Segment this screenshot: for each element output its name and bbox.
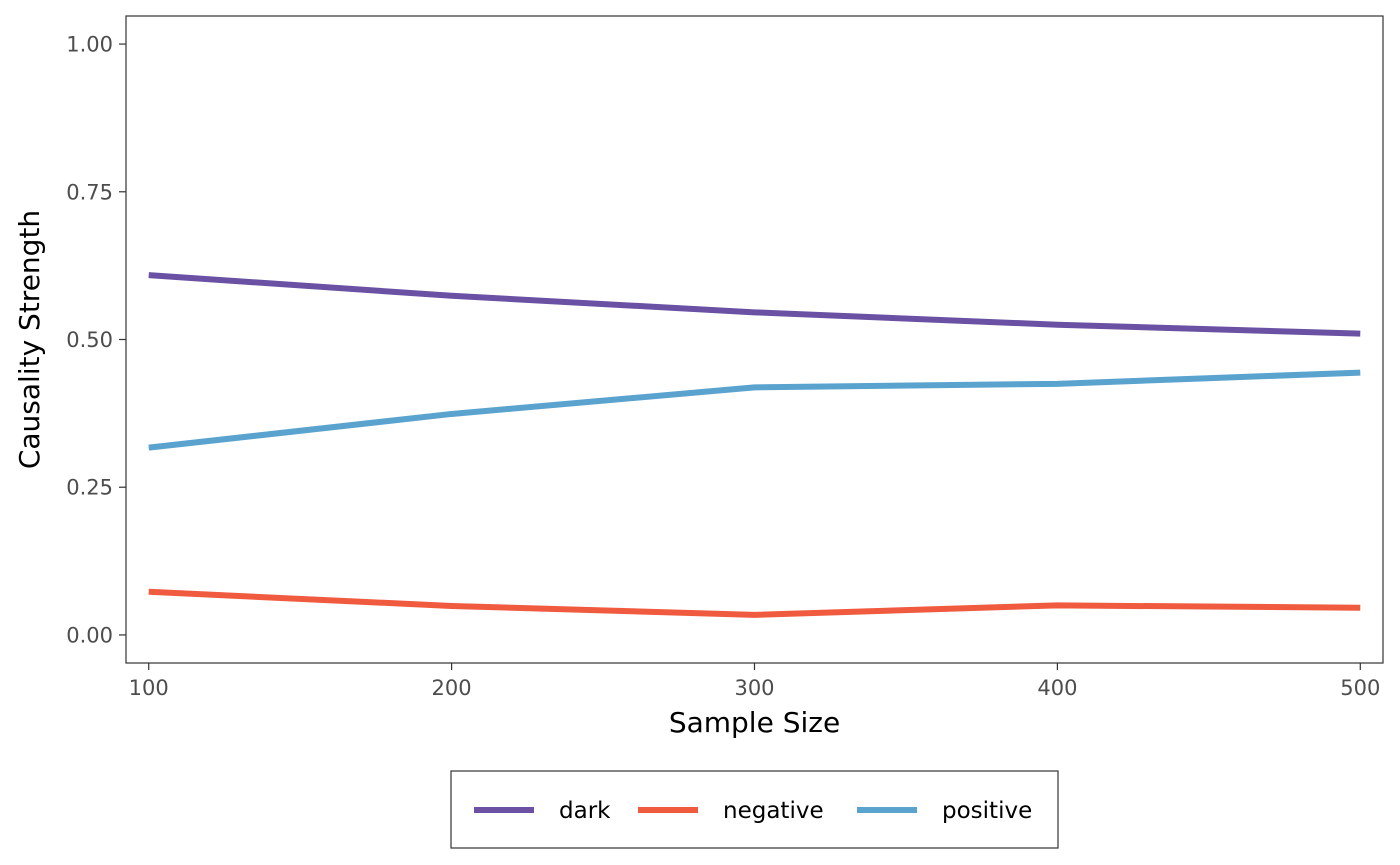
legend-label-negative: negative (723, 798, 824, 824)
x-tick-label: 200 (432, 676, 472, 700)
x-tick-label: 100 (129, 676, 169, 700)
y-tick-label: 0.00 (66, 623, 113, 647)
x-tick-label: 500 (1340, 676, 1380, 700)
y-axis: 0.00 0.25 0.50 0.75 1.00 (66, 33, 126, 647)
x-axis-title: Sample Size (669, 706, 840, 739)
series-line-positive (148, 369, 1361, 451)
series-line-negative (148, 588, 1361, 618)
legend-box (450, 770, 1059, 849)
y-tick-label: 0.50 (66, 328, 113, 352)
y-tick-label: 0.75 (66, 180, 113, 204)
series-line-dark (148, 272, 1361, 337)
y-axis-title: Causality Strength (13, 210, 46, 469)
y-tick-label: 1.00 (66, 33, 113, 57)
series-layer (148, 272, 1361, 618)
x-tick-label: 400 (1037, 676, 1077, 700)
x-tick-label: 300 (734, 676, 774, 700)
legend-label-dark: dark (559, 798, 611, 824)
legend: dark negative positive (450, 770, 1059, 849)
x-axis: 100 200 300 400 500 (129, 663, 1380, 700)
y-tick-label: 0.25 (66, 476, 113, 500)
legend-label-positive: positive (942, 798, 1032, 824)
plot-panel (125, 15, 1384, 664)
